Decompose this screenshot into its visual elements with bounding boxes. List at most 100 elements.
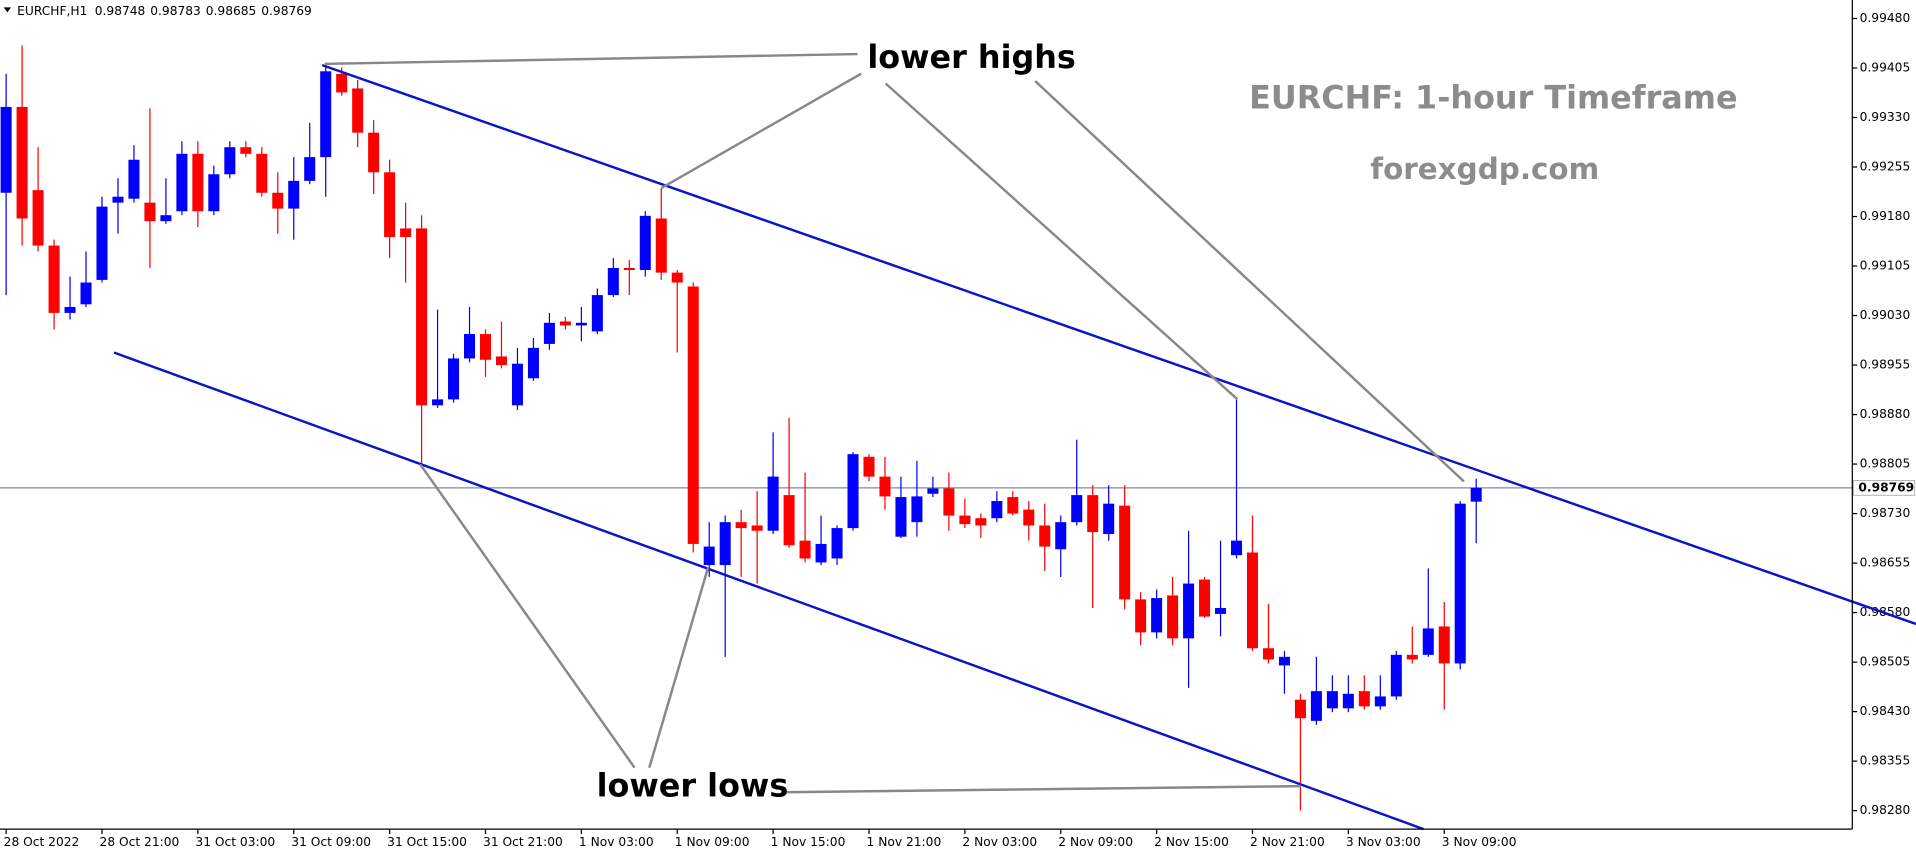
y-tick-label: 0.98730 — [1860, 506, 1911, 520]
candle-body — [1119, 505, 1131, 600]
x-tick-label: 31 Oct 21:00 — [483, 835, 563, 849]
candle-body — [1231, 540, 1243, 556]
candle-body — [1215, 607, 1227, 614]
candle-body — [607, 268, 619, 296]
candle-body — [272, 192, 284, 209]
candle-body — [687, 286, 699, 544]
candle-body — [1103, 503, 1115, 535]
candle-body — [32, 190, 44, 246]
candle-body — [256, 153, 268, 193]
candle-body — [1470, 487, 1482, 502]
y-tick-label: 0.98280 — [1860, 803, 1911, 817]
candle-body — [1071, 495, 1083, 523]
pointer-line — [660, 72, 862, 190]
candle-body — [1278, 656, 1290, 666]
candle-body — [543, 322, 555, 344]
candle-body — [1023, 509, 1035, 526]
candle-body — [1007, 497, 1019, 514]
y-tick-label: 0.98505 — [1860, 655, 1911, 669]
candle-body — [991, 501, 1003, 519]
candle-body — [1326, 691, 1338, 709]
candle-body — [831, 528, 843, 559]
candle-body — [495, 356, 507, 366]
header-close: 0.98769 — [261, 4, 312, 18]
candle-body — [1390, 654, 1402, 697]
candle-body — [16, 106, 28, 219]
x-tick-label: 28 Oct 21:00 — [100, 835, 180, 849]
y-tick-label: 0.98955 — [1860, 358, 1911, 372]
x-tick-label: 28 Oct 2022 — [4, 835, 80, 849]
candle-body — [1342, 693, 1354, 709]
candle-body — [879, 476, 891, 497]
candle-body — [224, 147, 236, 175]
candle-body — [735, 522, 747, 529]
candle-body — [1310, 691, 1322, 721]
candle-body — [527, 347, 539, 379]
candle-body — [448, 358, 460, 400]
lower-channel-line — [113, 351, 1424, 831]
candle-body — [1374, 696, 1386, 707]
candle-body — [208, 174, 220, 212]
x-tick-label: 1 Nov 15:00 — [771, 835, 846, 849]
y-tick-label: 0.99105 — [1860, 259, 1911, 273]
header-high: 0.98783 — [150, 4, 201, 18]
candle-body — [352, 88, 364, 133]
y-tick-label: 0.99180 — [1860, 209, 1911, 223]
y-tick-label: 0.99030 — [1860, 308, 1911, 322]
candle-body — [655, 218, 667, 273]
candle-body — [975, 518, 987, 526]
pointer-line — [1034, 80, 1465, 483]
y-tick-label: 0.99255 — [1860, 160, 1911, 174]
pointer-line — [884, 82, 1239, 401]
header-open: 0.98748 — [95, 4, 146, 18]
x-tick-label: 31 Oct 03:00 — [195, 835, 275, 849]
chart-header: EURCHF,H1 0.98748 0.98783 0.98685 0.98769 — [17, 4, 312, 18]
candle-body — [400, 228, 412, 237]
y-tick-label: 0.98805 — [1860, 457, 1911, 471]
x-tick-label: 2 Nov 21:00 — [1250, 835, 1325, 849]
y-tick-label: 0.98655 — [1860, 556, 1911, 570]
candle-body — [160, 215, 172, 222]
candle-body — [320, 71, 332, 158]
candle-body — [959, 515, 971, 525]
candle-body — [719, 522, 731, 566]
x-tick-label: 3 Nov 09:00 — [1442, 835, 1517, 849]
candle-body — [1199, 579, 1211, 617]
candle-body — [671, 272, 683, 283]
chart-subtitle: forexgdp.com — [1370, 152, 1599, 186]
x-tick-label: 2 Nov 03:00 — [962, 835, 1037, 849]
candle-body — [591, 295, 603, 332]
candle-body — [1246, 552, 1259, 649]
x-tick-label: 2 Nov 15:00 — [1154, 835, 1229, 849]
x-tick-label: 31 Oct 15:00 — [387, 835, 467, 849]
candle-body — [559, 321, 571, 326]
candle-body — [639, 215, 651, 270]
candle-body — [1438, 626, 1450, 664]
candle-body — [1454, 503, 1466, 664]
candle-body — [1406, 654, 1418, 660]
candle-body — [112, 196, 124, 203]
candle-body — [80, 282, 92, 305]
annotation: lower lows — [597, 766, 789, 804]
header-low: 0.98685 — [206, 4, 257, 18]
candle-body — [1422, 628, 1434, 655]
candle-body — [336, 73, 348, 93]
candle-body — [703, 546, 715, 566]
candle-body — [0, 106, 12, 193]
candle-body — [1151, 598, 1163, 633]
plot-area: 0.99480 0.99405 0.99330 0.99255 0.99180 0.991… — [0, 11, 1916, 849]
x-tick-label: 1 Nov 03:00 — [579, 835, 654, 849]
x-tick-label: 1 Nov 09:00 — [675, 835, 750, 849]
y-tick-label: 0.99330 — [1860, 110, 1911, 124]
candle-body — [288, 180, 300, 209]
candle-body — [895, 497, 907, 537]
candle-body — [464, 334, 476, 359]
candle-body — [575, 322, 587, 326]
candle-body — [1087, 495, 1099, 533]
candle-body — [96, 206, 108, 280]
menu-triangle[interactable] — [3, 7, 12, 13]
candle-body — [304, 157, 316, 181]
y-tick-label: 0.99480 — [1860, 11, 1911, 25]
candle-body — [479, 334, 492, 360]
